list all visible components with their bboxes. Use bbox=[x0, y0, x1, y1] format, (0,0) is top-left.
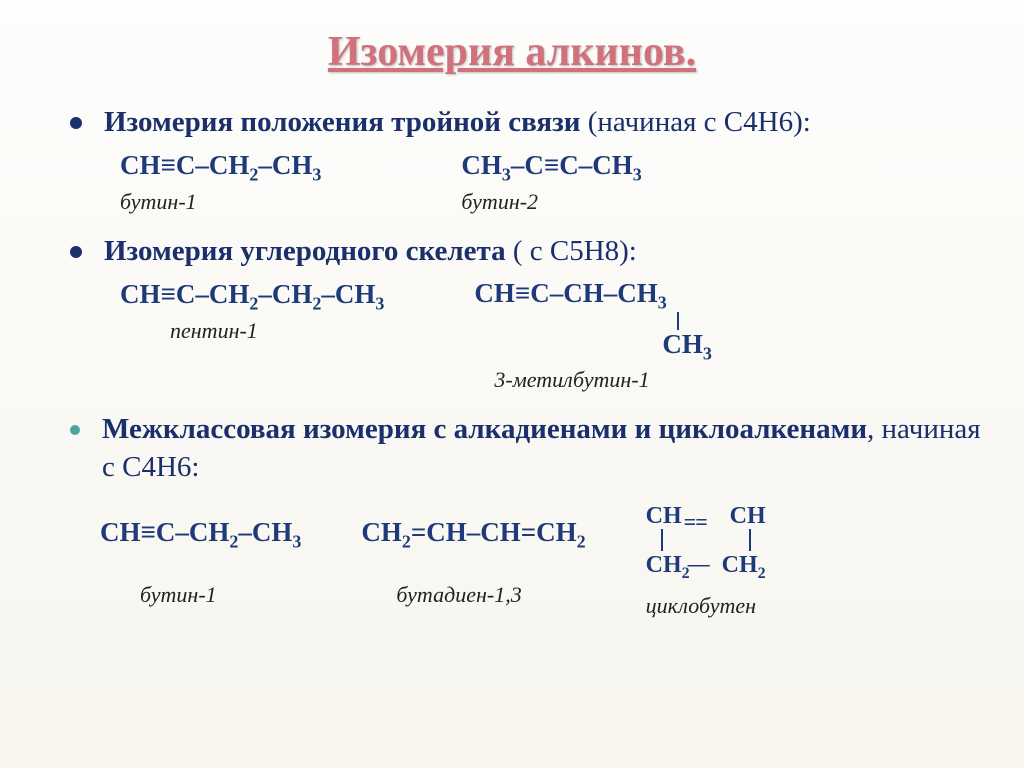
formula-item: CH≡C–CH–CH3 CH3 3-метилбутин-1 bbox=[474, 279, 712, 394]
formula-item: CH == CH CH2 — CH2 циклобутен bbox=[646, 503, 766, 619]
formula-name: бутин-1 bbox=[120, 189, 197, 215]
bullet-icon bbox=[70, 246, 82, 258]
formula-structure: CH2=CH–CH=CH2 bbox=[361, 517, 585, 552]
section-leadin: Изомерия углеродного скелета bbox=[104, 235, 506, 267]
section-text: Изомерия углеродного скелета ( с С5Н8): bbox=[104, 233, 637, 271]
section-leadin: Межклассовая изомерия с алкадиенами и ци… bbox=[102, 413, 867, 445]
formula-block-2: CH≡C–CH2–CH2–CH3 пентин-1 CH≡C–CH–CH3 CH… bbox=[120, 279, 984, 394]
section-text: Изомерия положения тройной связи (начина… bbox=[104, 104, 811, 142]
formula-name: бутин-2 bbox=[461, 189, 538, 215]
bullet-icon bbox=[70, 117, 82, 129]
formula-item: CH≡C–CH2–CH3 бутин-1 bbox=[120, 150, 321, 215]
formula-structure: CH3–C≡C–CH3 bbox=[461, 150, 641, 185]
formula-item: CH≡C–CH2–CH3 бутин-1 bbox=[100, 517, 301, 619]
formula-structure: CH≡C–CH–CH3 CH3 bbox=[474, 279, 712, 364]
formula-block-1: CH≡C–CH2–CH3 бутин-1 CH3–C≡C–CH3 бутин-2 bbox=[120, 150, 984, 215]
formula-structure: CH≡C–CH2–CH2–CH3 bbox=[120, 279, 384, 314]
section-rest: (начиная с С4Н6): bbox=[580, 106, 810, 138]
formula-name: бутин-1 bbox=[140, 582, 217, 608]
formula-block-3: CH≡C–CH2–CH3 бутин-1 CH2=CH–CH=CH2 бутад… bbox=[100, 517, 984, 619]
formula-structure: CH≡C–CH2–CH3 bbox=[100, 517, 301, 552]
section-text: Межклассовая изомерия с алкадиенами и ци… bbox=[102, 411, 982, 486]
formula-item: CH≡C–CH2–CH2–CH3 пентин-1 bbox=[120, 279, 384, 394]
bullet-icon bbox=[70, 425, 80, 435]
formula-name: 3-метилбутин-1 bbox=[494, 367, 649, 393]
section-rest: ( с С5Н8): bbox=[506, 235, 637, 267]
section-carbon-skeleton: Изомерия углеродного скелета ( с С5Н8): bbox=[70, 233, 984, 271]
formula-name: циклобутен bbox=[646, 593, 756, 619]
formula-structure: CH≡C–CH2–CH3 bbox=[120, 150, 321, 185]
section-interclass: Межклассовая изомерия с алкадиенами и ци… bbox=[70, 411, 984, 486]
slide-title: Изомерия алкинов. bbox=[40, 28, 984, 76]
section-leadin: Изомерия положения тройной связи bbox=[104, 106, 580, 138]
formula-name: бутадиен-1,3 bbox=[396, 582, 521, 608]
formula-item: CH3–C≡C–CH3 бутин-2 bbox=[461, 150, 641, 215]
formula-item: CH2=CH–CH=CH2 бутадиен-1,3 bbox=[361, 517, 585, 619]
section-triple-bond: Изомерия положения тройной связи (начина… bbox=[70, 104, 984, 142]
formula-structure-cyclobutene: CH == CH CH2 — CH2 bbox=[646, 503, 766, 563]
slide: Изомерия алкинов. Изомерия положения тро… bbox=[0, 0, 1024, 768]
formula-name: пентин-1 bbox=[170, 318, 258, 344]
